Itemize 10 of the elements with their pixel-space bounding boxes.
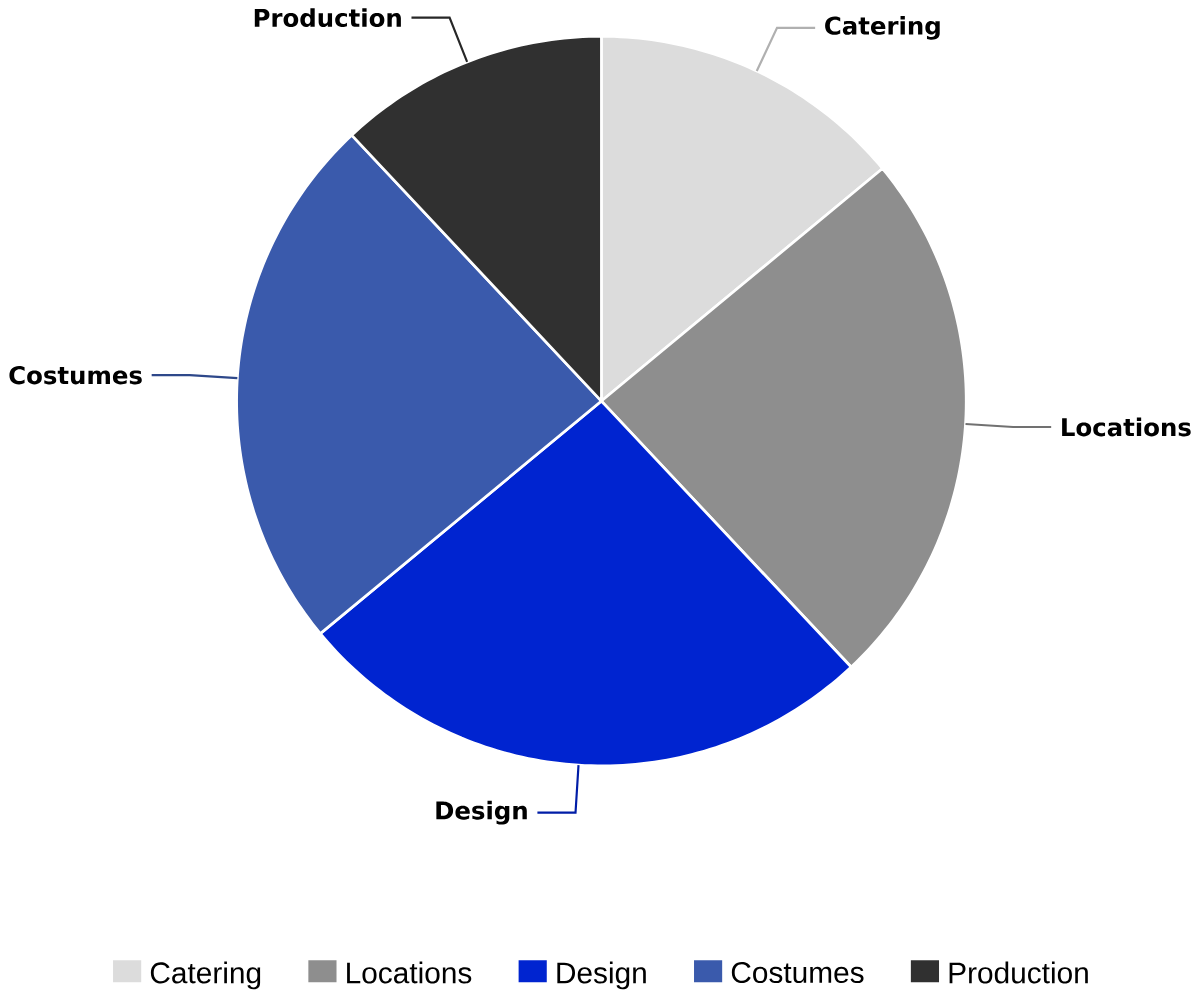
slice-label: Production: [254, 8, 401, 27]
legend-label: Costumes: [731, 961, 864, 984]
legend-label: Design: [557, 961, 646, 990]
slice-label: Costumes: [9, 365, 142, 385]
slice-label: Catering: [825, 15, 940, 40]
slice-label: Design: [436, 800, 527, 825]
legend-label: Locations: [347, 961, 472, 984]
slice-label: Locations: [1062, 417, 1191, 437]
legend-label: Catering: [150, 961, 261, 990]
legend-label: Production: [949, 961, 1088, 984]
